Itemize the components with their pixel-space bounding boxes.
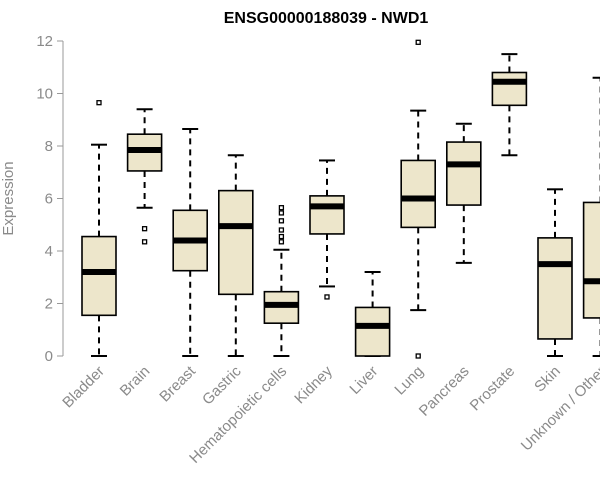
box-iqr [491,71,528,107]
box-brain [126,108,163,245]
x-category-label: Skin [531,363,564,396]
x-category-label: Bladder [59,363,108,412]
box-lung [400,39,437,359]
y-tick-label: 4 [45,243,53,260]
x-category-label: Pancreas [416,363,473,420]
x-category-label: Liver [346,363,381,398]
outlier-point [141,239,148,245]
y-tick-label: 10 [36,86,53,103]
box-kidney [309,159,345,300]
x-category-label: Brain [117,363,154,400]
box-hematopoietic-cells [263,205,300,357]
outlier-point [96,100,102,106]
box-series [81,39,600,359]
outlier-point [278,210,285,216]
box-pancreas [445,122,482,264]
outlier-point [278,233,285,240]
outlier-point [278,205,285,211]
outlier-point [278,218,285,224]
box-iqr [354,306,391,357]
box-breast [172,127,208,357]
y-tick-label: 0 [45,348,53,365]
box-bladder [81,100,117,357]
chart-title: ENSG00000188039 - NWD1 [224,10,429,27]
x-category-label: Prostate [467,363,519,415]
outlier-point [278,239,285,245]
box-iqr [81,235,117,317]
box-iqr [309,195,345,235]
y-tick-label: 2 [45,296,53,313]
box-gastric [218,154,254,357]
y-axis-title: Expression [0,161,17,235]
y-tick-label: 6 [45,191,53,208]
box-iqr [537,237,573,340]
x-category-label: Kidney [291,362,336,407]
y-axis: 0 2 4 6 8 10 12 [36,33,64,365]
x-category-label: Breast [156,362,199,405]
outlier-point [415,353,421,359]
box-iqr [218,189,254,296]
x-category-label: Lung [391,363,427,399]
outlier-point [415,39,421,45]
y-tick-label: 12 [36,33,53,50]
box-iqr [400,159,437,229]
box-liver [354,271,391,357]
outlier-point [324,294,330,300]
box-unknown-other [582,76,600,357]
outlier-point [278,227,285,233]
box-iqr [445,141,482,206]
y-tick-label: 8 [45,138,53,155]
x-category-label: Gastric [199,362,245,408]
box-iqr [582,201,600,319]
outlier-point [141,226,148,232]
box-prostate [491,53,528,157]
box-skin [537,188,573,357]
